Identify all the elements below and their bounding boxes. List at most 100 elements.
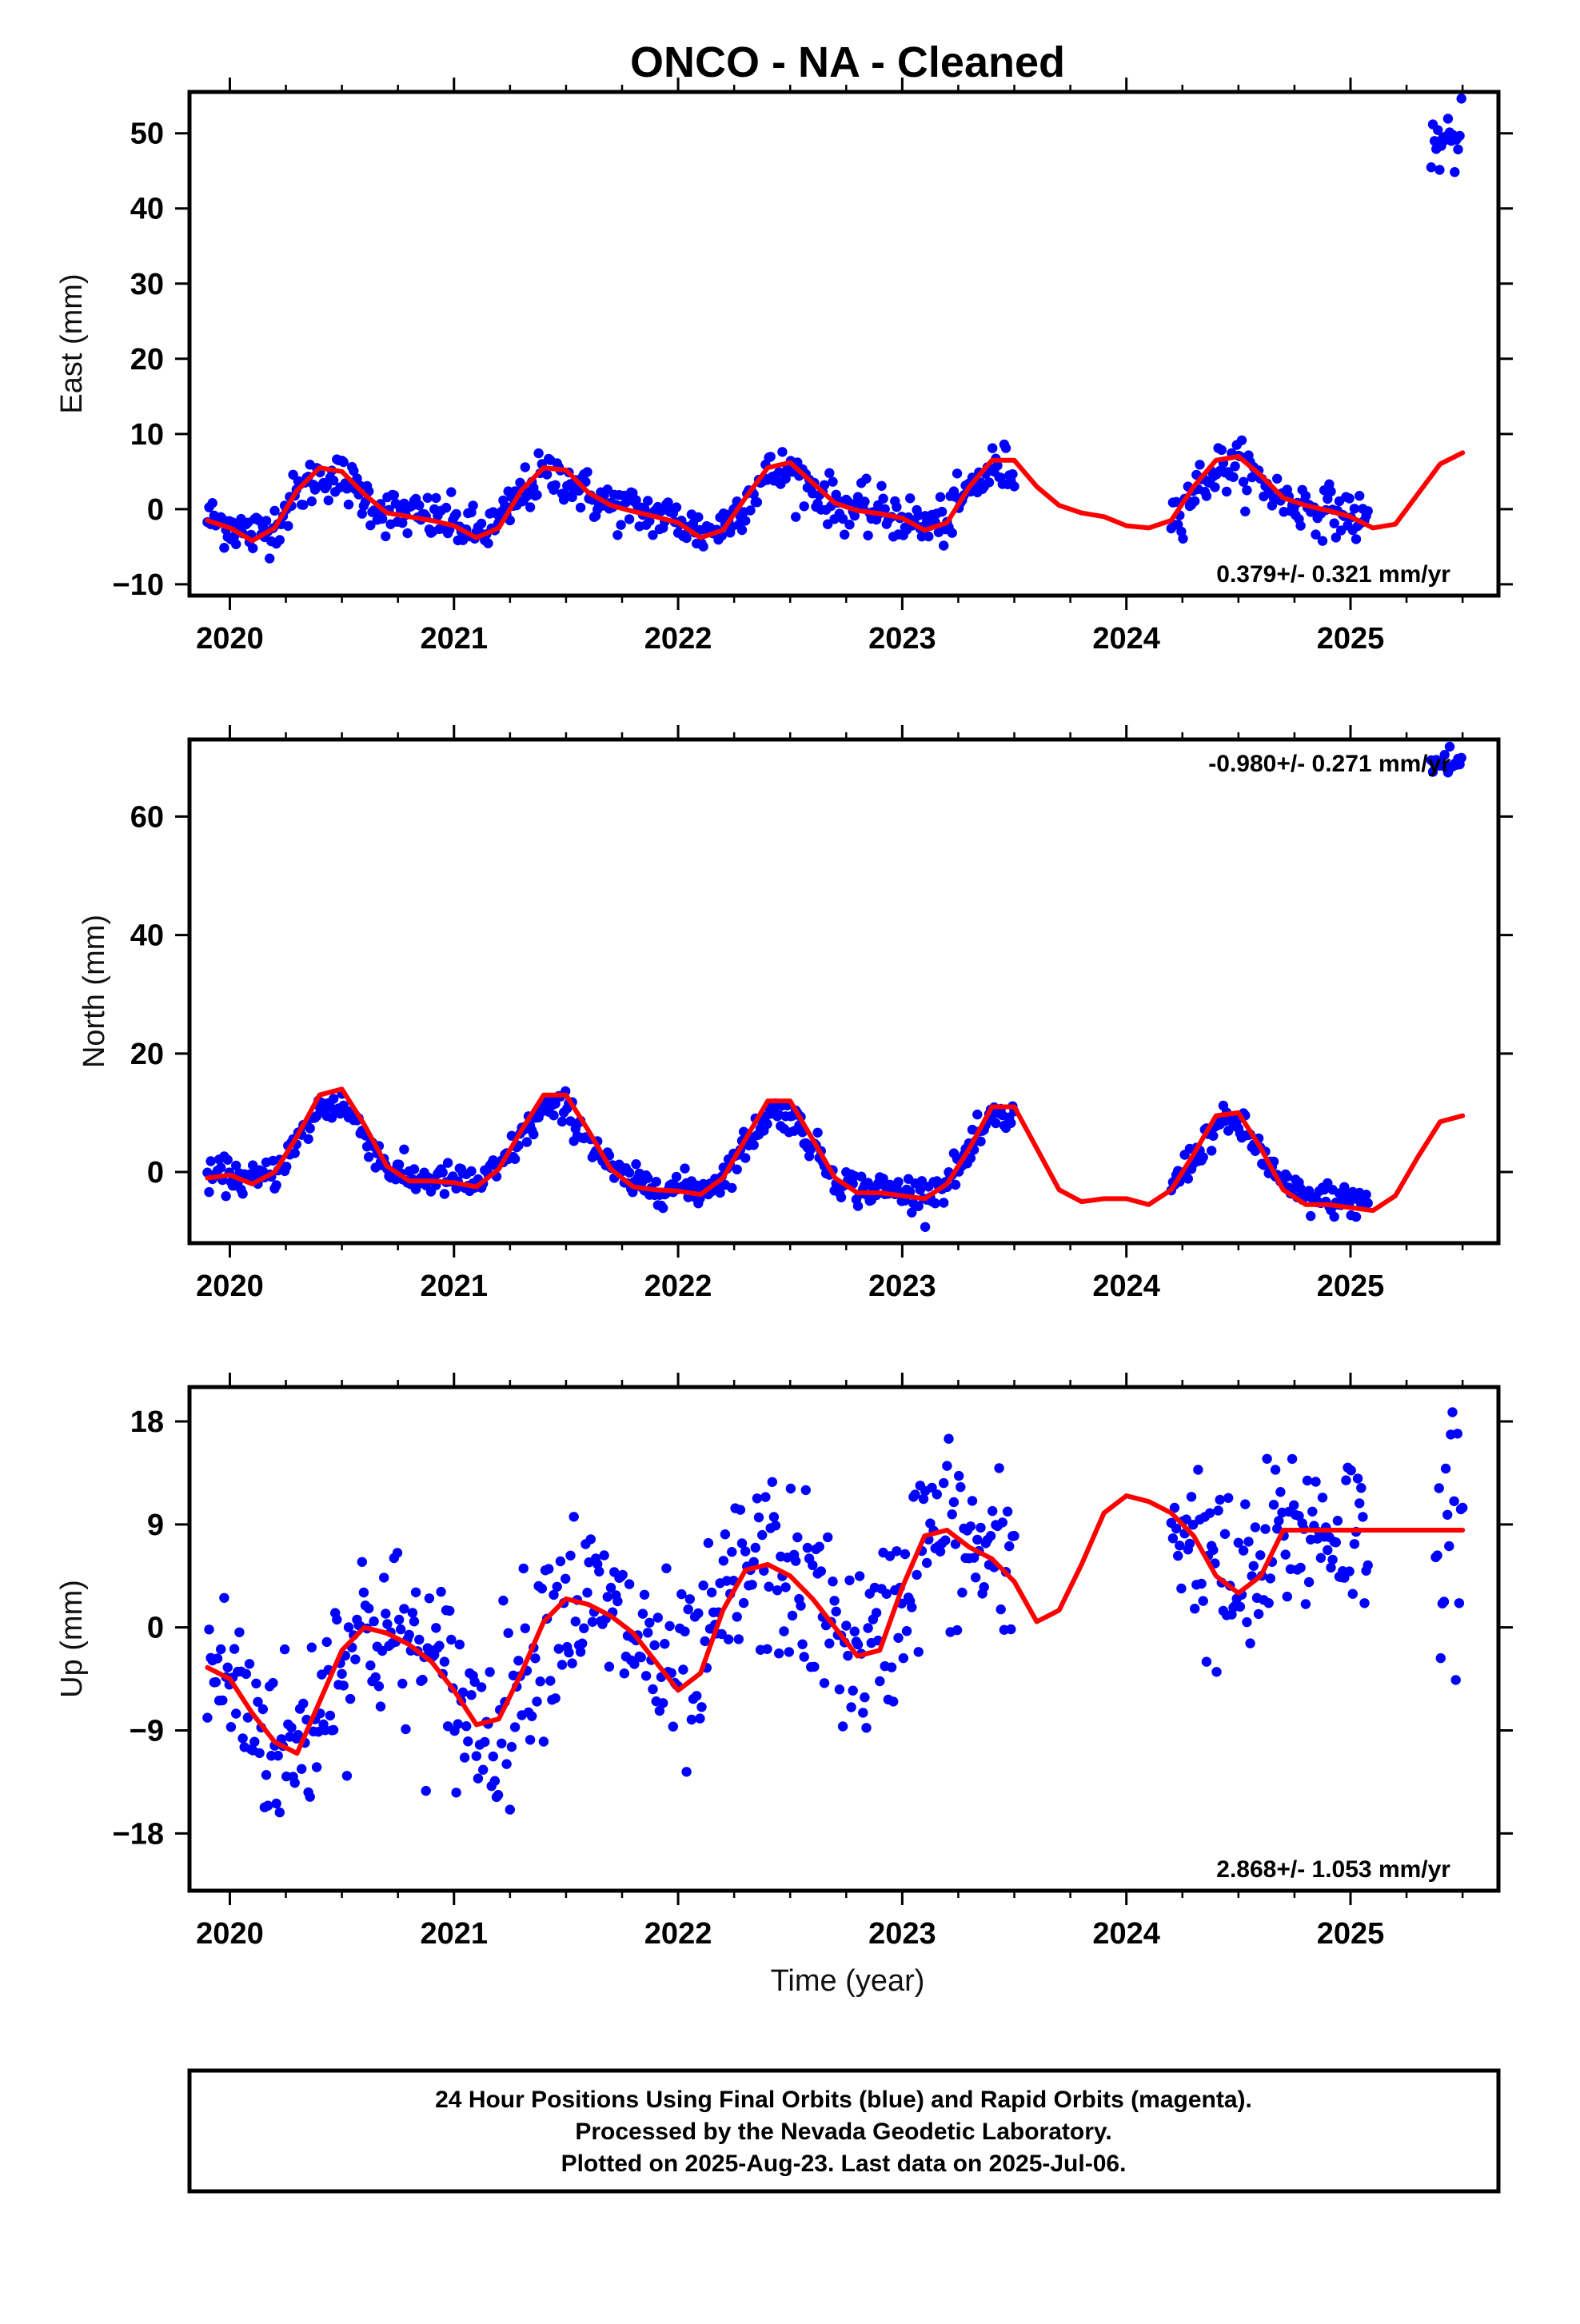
data-point: [1178, 533, 1188, 544]
data-point: [1447, 1407, 1458, 1417]
data-point: [971, 1573, 981, 1583]
data-point: [636, 1652, 646, 1663]
data-point: [799, 501, 809, 512]
data-point: [942, 1461, 952, 1471]
data-point: [253, 1696, 263, 1707]
data-point: [748, 1557, 759, 1568]
data-point: [1196, 1578, 1207, 1589]
data-point: [605, 1582, 616, 1593]
data-point: [509, 1154, 521, 1164]
data-point: [602, 484, 612, 495]
data-point: [241, 1668, 251, 1680]
data-point: [898, 1652, 909, 1664]
data-point: [257, 1704, 268, 1715]
data-point: [1242, 1616, 1252, 1628]
data-point: [893, 1632, 904, 1643]
data-point: [703, 1537, 714, 1549]
data-point: [765, 452, 776, 462]
data-point: [745, 505, 756, 516]
data-point: [1208, 1545, 1219, 1556]
data-point: [1326, 1562, 1336, 1573]
data-point: [994, 1463, 1004, 1473]
data-point: [1452, 1429, 1463, 1439]
data-point: [886, 1662, 897, 1672]
rate-annotation: 0.379+/- 0.321 mm/yr: [1216, 561, 1450, 588]
data-point: [952, 1624, 963, 1636]
data-point: [1295, 1562, 1306, 1573]
data-point: [947, 528, 957, 538]
data-point: [840, 529, 850, 540]
data-point: [861, 1723, 872, 1733]
data-point: [824, 468, 835, 478]
y-tick-label: 0: [147, 493, 164, 527]
data-point: [424, 1593, 435, 1604]
data-point: [893, 1177, 904, 1187]
data-point: [888, 1696, 899, 1707]
data-point: [1456, 94, 1466, 104]
data-point: [567, 1658, 577, 1668]
data-point: [549, 1589, 559, 1600]
y-tick-label: 18: [130, 1405, 164, 1439]
data-point: [1352, 1473, 1363, 1484]
data-point: [760, 1492, 771, 1502]
x-tick-label: 2021: [420, 1917, 488, 1951]
data-point: [358, 1587, 369, 1598]
data-point: [389, 490, 399, 500]
data-point: [579, 1623, 589, 1633]
data-point: [227, 517, 238, 528]
data-point: [377, 513, 388, 524]
data-point: [207, 498, 217, 508]
data-point: [643, 1173, 653, 1183]
data-point: [791, 1556, 801, 1566]
data-point: [997, 1517, 1008, 1528]
data-point: [863, 1623, 873, 1633]
model-curve: [205, 1493, 1466, 1756]
data-point: [1434, 1483, 1444, 1493]
y-tick-label: 10: [130, 418, 164, 452]
x-tick-label: 2024: [1092, 1917, 1160, 1951]
data-point: [1315, 1553, 1327, 1563]
data-point: [684, 1594, 695, 1604]
data-point: [849, 510, 860, 521]
data-point: [1009, 1531, 1019, 1541]
y-tick-label: 0: [147, 1156, 164, 1190]
y-axis-title: East (mm): [55, 273, 89, 413]
data-point: [582, 1588, 592, 1598]
data-point: [407, 1608, 418, 1618]
data-point: [844, 1575, 855, 1586]
x-tick-label: 2022: [644, 1917, 712, 1951]
data-point: [656, 506, 667, 516]
data-point: [446, 1634, 457, 1645]
model-curve: [205, 450, 1466, 544]
data-point: [819, 480, 830, 490]
data-point: [913, 1647, 924, 1657]
data-point: [1300, 1599, 1311, 1609]
data-point: [604, 1661, 615, 1672]
x-tick-label: 2024: [1092, 1270, 1160, 1303]
data-point: [787, 1610, 798, 1621]
data-point: [205, 1156, 216, 1166]
data-point: [1006, 1624, 1016, 1635]
data-point: [843, 1650, 853, 1661]
data-point: [414, 500, 425, 511]
data-point: [328, 1724, 339, 1736]
data-point: [1000, 443, 1011, 453]
data-point: [733, 1634, 744, 1644]
data-point: [488, 1751, 498, 1762]
data-point: [1245, 1638, 1255, 1648]
data-point: [357, 1557, 367, 1568]
data-point: [992, 460, 1003, 471]
data-point: [1219, 1529, 1231, 1540]
data-point: [237, 1189, 248, 1199]
x-axis-title: Time (year): [771, 1964, 925, 1998]
data-point: [1181, 1514, 1191, 1525]
data-point: [254, 1748, 265, 1759]
data-point: [652, 1612, 663, 1623]
data-point: [535, 1676, 545, 1687]
data-point: [624, 1167, 635, 1178]
data-point: [321, 480, 332, 492]
data-point: [350, 1654, 361, 1664]
data-point: [286, 1722, 297, 1733]
data-point: [1361, 1190, 1371, 1200]
